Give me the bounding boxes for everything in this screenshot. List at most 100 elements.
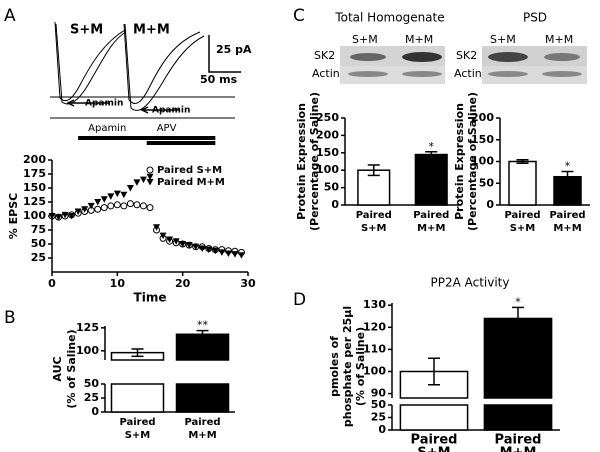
y-tick-label: 25 xyxy=(31,251,46,264)
y-tick-label: 0 xyxy=(378,423,386,436)
significance: ** xyxy=(197,319,209,332)
band xyxy=(488,71,528,77)
data-point xyxy=(205,246,213,254)
trace xyxy=(123,23,201,104)
traces xyxy=(50,21,241,119)
data-point xyxy=(126,185,134,192)
x-tick-label: Paired xyxy=(184,417,220,428)
panel-label: A xyxy=(4,6,16,26)
legend-label: Paired M+M xyxy=(157,177,225,188)
scale-label: 25 pA xyxy=(216,43,252,56)
data-point xyxy=(172,238,180,245)
significance: * xyxy=(565,160,571,173)
x-tick-label: Paired xyxy=(504,210,540,221)
chart-title: Total Homogenate xyxy=(334,11,444,25)
arrow-label: Apamin xyxy=(152,106,190,116)
bar xyxy=(399,404,469,431)
data-point xyxy=(113,190,121,198)
x-tick-label: S+M xyxy=(417,446,450,452)
x-tick-label: Paired xyxy=(119,417,155,428)
data-point xyxy=(139,202,147,210)
bar xyxy=(110,383,165,413)
significance: * xyxy=(515,295,521,308)
y-axis-label: (Percentage of Saline) xyxy=(466,92,479,231)
data-point xyxy=(107,202,115,210)
y-tick-label: 130 xyxy=(363,298,386,311)
y-tick-label: 100 xyxy=(316,163,339,176)
data-point xyxy=(139,176,147,184)
data-point xyxy=(68,213,76,220)
band xyxy=(350,53,386,61)
data-point xyxy=(113,201,121,209)
data-point xyxy=(211,247,219,255)
data-point xyxy=(218,249,226,256)
data-point xyxy=(81,206,89,213)
band xyxy=(542,71,582,77)
data-point xyxy=(120,202,128,210)
y-tick-label: 90 xyxy=(371,387,387,400)
trace xyxy=(55,23,127,105)
x-tick-label: 0 xyxy=(48,277,56,290)
y-axis-label: (% of Saline) xyxy=(65,329,78,408)
data-point xyxy=(198,245,206,252)
band xyxy=(402,71,442,77)
y-tick-label: 25 xyxy=(371,411,386,424)
y-tick-label: 125 xyxy=(23,195,46,208)
x-tick-label: M+M xyxy=(553,223,581,234)
arrow-label: Apamin xyxy=(85,99,123,109)
x-tick-label: M+M xyxy=(188,430,216,441)
data-point xyxy=(159,232,167,240)
y-tick-label: 100 xyxy=(363,364,386,377)
data-point xyxy=(94,205,102,213)
band xyxy=(402,52,442,62)
y-tick-label: 200 xyxy=(471,111,494,124)
data-point xyxy=(237,252,245,259)
y-tick-label: 200 xyxy=(316,128,339,141)
y-tick-label: 120 xyxy=(363,320,386,333)
y-tick-label: 25 xyxy=(84,391,99,404)
bar xyxy=(483,404,553,431)
trace xyxy=(54,21,126,102)
x-tick-label: Paired xyxy=(495,433,542,448)
data-point xyxy=(133,201,141,209)
data-point xyxy=(166,236,174,244)
data-point xyxy=(192,243,200,251)
blot xyxy=(340,66,445,84)
bar xyxy=(175,383,230,413)
y-tick-label: 150 xyxy=(471,133,494,146)
lane-label: M+M xyxy=(405,33,433,46)
y-tick-label: 250 xyxy=(316,111,339,124)
trace xyxy=(124,23,205,111)
data-point xyxy=(48,213,56,220)
bar xyxy=(483,317,553,399)
y-axis-label: AUC xyxy=(51,356,64,381)
x-axis-label: Time xyxy=(134,291,167,305)
lane-label: M+M xyxy=(545,33,573,46)
y-tick-label: 175 xyxy=(23,167,46,180)
x-tick-label: Paired xyxy=(356,210,392,221)
legend-label: Paired S+M xyxy=(157,165,222,176)
data-point xyxy=(61,211,69,219)
x-tick-label: 20 xyxy=(175,277,191,290)
y-axis-label: (% of Saline) xyxy=(354,327,367,406)
bar xyxy=(508,160,537,206)
data-point xyxy=(179,241,187,248)
bar xyxy=(175,333,230,361)
arrow xyxy=(66,99,110,107)
data-point xyxy=(133,179,141,186)
y-tick-label: 50 xyxy=(371,398,387,411)
panel-label: D xyxy=(293,290,306,310)
band xyxy=(348,71,388,77)
data-point xyxy=(146,204,154,212)
data-point xyxy=(126,200,134,208)
y-tick-label: 150 xyxy=(316,146,339,159)
trace-label: M+M xyxy=(133,23,170,38)
y-tick-label: 50 xyxy=(84,377,100,390)
y-tick-label: 50 xyxy=(479,176,495,189)
data-point xyxy=(100,196,108,203)
y-tick-label: 200 xyxy=(23,153,46,166)
y-tick-label: 0 xyxy=(331,198,339,211)
data-point xyxy=(231,251,239,258)
y-axis-label: phosphate per 25µl xyxy=(341,306,354,427)
